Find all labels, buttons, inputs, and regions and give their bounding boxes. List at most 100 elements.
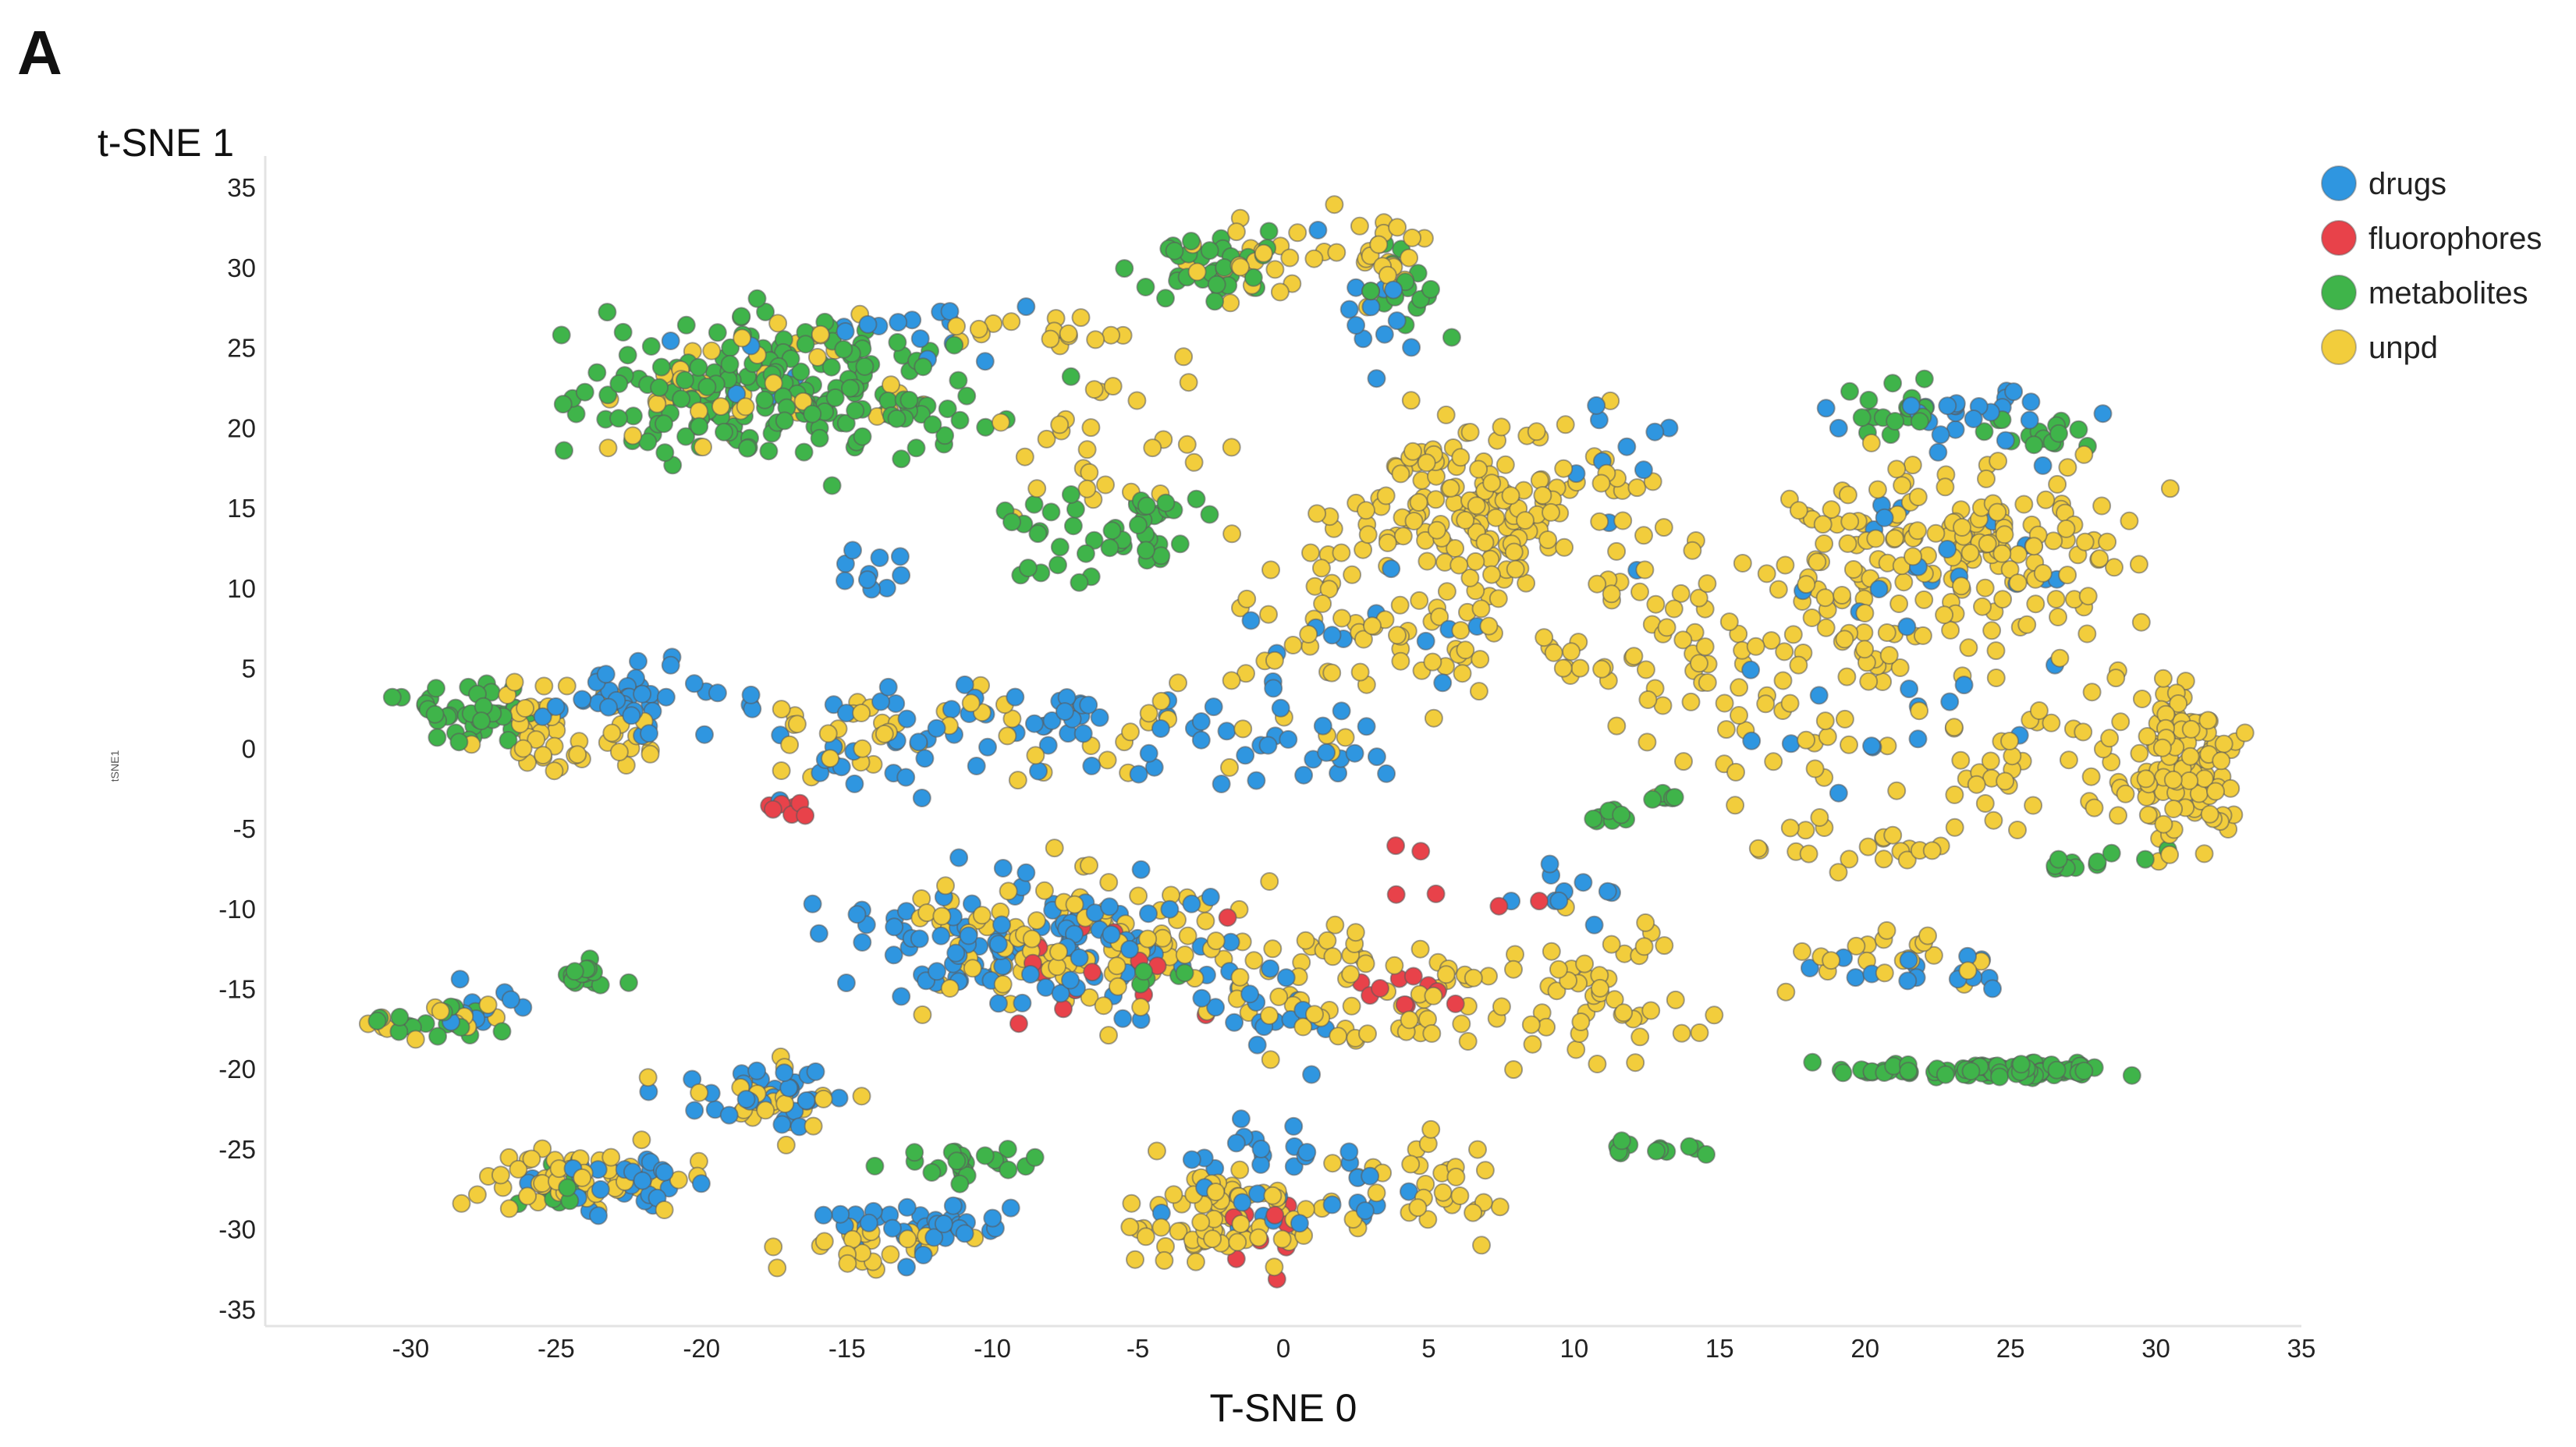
point-metabolites — [2049, 424, 2068, 443]
point-unpd — [2198, 711, 2218, 730]
point-unpd — [814, 1232, 834, 1251]
point-unpd — [1855, 640, 1875, 659]
point-unpd — [1590, 512, 1609, 531]
point-drugs — [1090, 708, 1109, 727]
point-drugs — [1322, 1195, 1342, 1215]
point-drugs — [1377, 764, 1396, 783]
point-unpd — [1959, 638, 1978, 658]
y-tick-labels: 35 30 25 20 15 10 5 0 -5 -10 -15 -20 -25 -30 -35 — [218, 173, 256, 1324]
point-unpd — [1995, 525, 2014, 544]
point-metabolites — [755, 390, 775, 410]
point-drugs — [741, 685, 761, 704]
point-drugs — [736, 1090, 756, 1109]
point-drugs — [1020, 965, 1040, 984]
point-drugs — [910, 329, 930, 349]
point-unpd — [1822, 951, 1841, 970]
point-metabolites — [618, 346, 637, 365]
point-unpd — [1813, 515, 1833, 534]
point-unpd — [1636, 660, 1655, 679]
point-unpd — [1098, 750, 1117, 770]
point-unpd — [1780, 818, 1800, 838]
point-unpd — [940, 979, 960, 998]
x-tick-label: -30 — [392, 1334, 430, 1363]
point-drugs — [1900, 679, 1919, 699]
point-unpd — [1410, 591, 1429, 610]
point-unpd — [1607, 716, 1627, 736]
point-drugs — [1361, 297, 1381, 317]
point-unpd — [772, 761, 791, 780]
point-unpd — [1636, 913, 1655, 932]
point-unpd — [1773, 671, 1793, 690]
x-tick-label: -15 — [829, 1334, 866, 1363]
point-drugs — [1251, 1140, 1271, 1158]
legend-label-unpd: unpd — [2368, 331, 2438, 365]
point-unpd — [1332, 608, 1351, 628]
point-metabolites — [1361, 282, 1380, 301]
point-metabolites — [1442, 328, 1461, 347]
point-drugs — [2020, 410, 2039, 430]
point-unpd — [2017, 615, 2037, 634]
point-unpd — [1635, 560, 1655, 580]
point-unpd — [1400, 248, 1419, 268]
point-unpd — [1840, 735, 1858, 754]
point-metabolites — [472, 711, 491, 731]
x-tick-label: 15 — [1705, 1334, 1734, 1363]
point-drugs — [836, 571, 854, 591]
point-drugs — [1070, 948, 1089, 967]
point-metabolites — [998, 1140, 1017, 1159]
point-unpd — [1138, 929, 1158, 949]
point-metabolites — [756, 302, 775, 321]
point-unpd — [1605, 990, 1624, 1009]
point-unpd — [1877, 623, 1897, 642]
point-unpd — [2098, 532, 2117, 551]
point-unpd — [1401, 1154, 1421, 1174]
point-metabolites — [905, 1143, 924, 1162]
point-unpd — [1391, 464, 1410, 484]
point-metabolites — [425, 704, 445, 724]
point-unpd — [1775, 642, 1794, 661]
point-fluorophores — [1386, 836, 1406, 856]
point-unpd — [1802, 608, 1822, 627]
point-unpd — [1655, 936, 1674, 956]
point-drugs — [1079, 695, 1098, 715]
point-metabolites — [855, 356, 875, 376]
point-drugs — [927, 718, 946, 738]
point-metabolites — [1156, 493, 1176, 512]
point-unpd — [1230, 1160, 1250, 1179]
point-drugs — [845, 774, 864, 793]
point-metabolites — [950, 410, 970, 430]
point-drugs — [1549, 891, 1569, 910]
point-fluorophores — [763, 800, 782, 819]
point-unpd — [947, 317, 966, 336]
point-unpd — [1436, 405, 1456, 424]
point-unpd — [1263, 939, 1283, 959]
point-drugs — [1276, 968, 1296, 988]
y-tick-label: -15 — [218, 974, 256, 1003]
y-tick-label: 30 — [227, 254, 256, 282]
point-unpd — [1270, 282, 1290, 302]
point-drugs — [1339, 300, 1359, 319]
point-metabolites — [821, 357, 841, 377]
point-unpd — [1690, 654, 1708, 673]
point-unpd — [1409, 493, 1428, 512]
point-unpd — [1960, 543, 1980, 562]
point-unpd — [1460, 568, 1480, 587]
point-unpd — [1127, 391, 1147, 410]
point-drugs — [1113, 1009, 1133, 1028]
point-metabolites — [803, 404, 822, 424]
point-unpd — [1449, 555, 1469, 575]
point-drugs — [2033, 456, 2053, 475]
point-drugs — [1742, 731, 1762, 750]
point-drugs — [1540, 854, 1559, 874]
point-metabolites — [1200, 505, 1219, 524]
point-unpd — [1265, 651, 1284, 670]
point-metabolites — [1136, 278, 1155, 296]
point-drugs — [955, 1224, 974, 1243]
point-fluorophores — [796, 806, 815, 825]
point-unpd — [1993, 590, 2013, 609]
point-unpd — [2163, 770, 2183, 789]
point-unpd — [452, 1193, 471, 1213]
point-drugs — [992, 915, 1011, 935]
point-unpd — [1305, 1005, 1324, 1024]
point-metabolites — [759, 442, 779, 461]
